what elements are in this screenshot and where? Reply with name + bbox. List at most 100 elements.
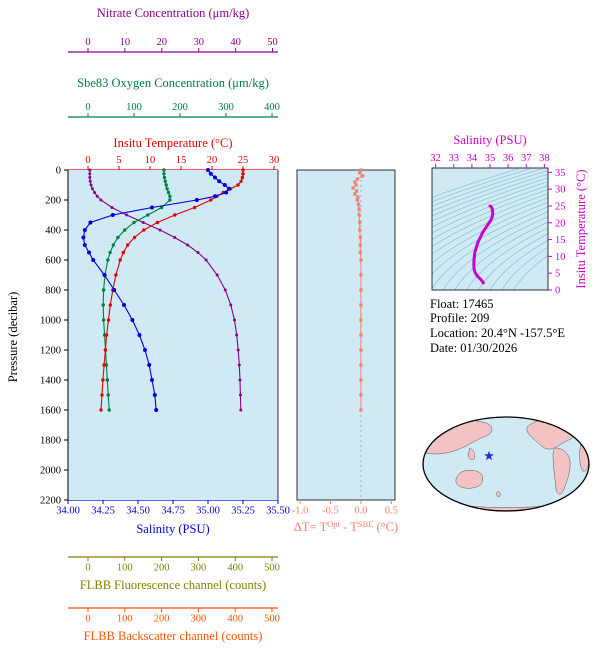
temperature-marker xyxy=(104,348,107,351)
temperature-marker xyxy=(142,228,145,231)
oxygen-tick-label: 100 xyxy=(126,102,142,113)
salinity-marker xyxy=(88,221,92,225)
salinity-marker xyxy=(224,191,228,195)
oxygen-marker xyxy=(112,243,115,246)
temperature-marker xyxy=(107,318,110,321)
salinity-marker xyxy=(83,243,87,247)
salinity-marker xyxy=(143,348,147,352)
salinity-marker xyxy=(137,333,141,337)
delta-marker xyxy=(359,318,362,321)
salinity-marker xyxy=(209,172,213,176)
oxygen-marker xyxy=(168,195,171,198)
temperature-marker xyxy=(122,251,125,254)
salinity-marker xyxy=(153,393,157,397)
temperature-marker xyxy=(102,363,105,366)
delta-t-axis-title: ΔT= TOpt - TSBE (°C) xyxy=(294,519,398,534)
ts-temp-tick-label: 5 xyxy=(555,269,560,280)
ts-sal-tick-label: 34 xyxy=(467,153,478,164)
salinity-marker xyxy=(150,206,154,210)
temperature-marker xyxy=(99,408,102,411)
nitrate-marker xyxy=(239,409,242,412)
backscatter-axis-title: FLBB Backscatter channel (counts) xyxy=(84,629,263,643)
oxygen-marker xyxy=(163,176,166,179)
nitrate-tick-label: 30 xyxy=(193,37,204,48)
nitrate-marker xyxy=(216,274,219,277)
temperature-tick-label: 10 xyxy=(145,155,156,166)
nitrate-marker xyxy=(111,206,114,209)
ts-temp-tick-label: 10 xyxy=(555,252,566,263)
temperature-marker xyxy=(109,303,112,306)
pressure-tick-label: 1400 xyxy=(40,376,61,387)
nitrate-marker xyxy=(88,169,91,172)
fluorescence-tick-label: 400 xyxy=(227,563,243,574)
pressure-tick-label: 800 xyxy=(45,286,61,297)
salinity-tick-label: 34.00 xyxy=(56,506,80,517)
fluorescence-tick-label: 100 xyxy=(117,563,133,574)
pressure-tick-label: 2200 xyxy=(40,496,61,507)
ts-sal-tick-label: 33 xyxy=(449,153,460,164)
backscatter-tick-label: 400 xyxy=(227,614,243,625)
oxygen-marker xyxy=(165,183,168,186)
salinity-marker xyxy=(223,183,227,187)
temperature-tick-label: 25 xyxy=(238,155,249,166)
salinity-marker xyxy=(91,258,95,262)
delta-marker xyxy=(359,378,362,381)
delta-marker xyxy=(359,288,362,291)
salinity-tick-label: 35.25 xyxy=(231,506,255,517)
oxygen-marker xyxy=(165,187,168,190)
oxygen-marker xyxy=(164,180,167,183)
temperature-tick-label: 15 xyxy=(176,155,187,166)
delta-marker xyxy=(353,180,356,183)
fluorescence-tick-label: 300 xyxy=(191,563,207,574)
temperature-tick-label: 5 xyxy=(116,155,121,166)
temperature-marker xyxy=(239,180,242,183)
nitrate-marker xyxy=(186,244,189,247)
delta-marker xyxy=(359,243,362,246)
landmass xyxy=(456,470,483,488)
salinity-tick-label: 34.75 xyxy=(161,506,185,517)
delta-marker xyxy=(358,207,361,210)
temperature-marker xyxy=(156,221,159,224)
delta-marker xyxy=(359,168,362,171)
salinity-marker xyxy=(122,303,126,307)
nitrate-marker xyxy=(91,187,94,190)
temperature-marker xyxy=(133,236,136,239)
oxygen-marker xyxy=(107,393,110,396)
salinity-marker xyxy=(213,176,217,180)
delta-marker xyxy=(351,186,354,189)
ts-temperature-label: Insitu Temperature (°C) xyxy=(574,169,588,288)
ts-temp-tick-label: 30 xyxy=(555,185,566,196)
delta-marker xyxy=(356,195,359,198)
oxygen-marker xyxy=(168,198,171,201)
nitrate-marker xyxy=(239,394,242,397)
delta-tick-label: -0.5 xyxy=(322,506,339,517)
salinity-marker xyxy=(195,198,199,202)
oxygen-marker xyxy=(132,221,135,224)
oxygen-marker xyxy=(108,408,111,411)
delta-marker xyxy=(359,363,362,366)
salinity-marker xyxy=(87,251,91,255)
ts-sal-tick-label: 38 xyxy=(539,153,550,164)
salinity-marker xyxy=(213,194,217,198)
delta-marker xyxy=(359,333,362,336)
delta-marker xyxy=(359,258,362,261)
salinity-marker xyxy=(154,408,158,412)
backscatter-tick-label: 100 xyxy=(117,614,133,625)
salinity-tick-label: 34.50 xyxy=(126,506,150,517)
temperature-marker xyxy=(236,183,239,186)
salinity-marker xyxy=(227,187,231,191)
salinity-marker xyxy=(102,273,106,277)
ts-sal-tick-label: 32 xyxy=(430,153,441,164)
nitrate-marker xyxy=(142,221,145,224)
oxygen-marker xyxy=(102,303,105,306)
oxygen-marker xyxy=(167,191,170,194)
delta-marker xyxy=(359,251,362,254)
float-id-text: Float: 17465 xyxy=(430,297,494,311)
salinity-marker xyxy=(83,228,87,232)
oxygen-marker xyxy=(162,168,165,171)
pressure-tick-label: 400 xyxy=(45,226,61,237)
delta-marker xyxy=(355,189,358,192)
salinity-marker xyxy=(81,236,85,240)
oxygen-marker xyxy=(123,228,126,231)
